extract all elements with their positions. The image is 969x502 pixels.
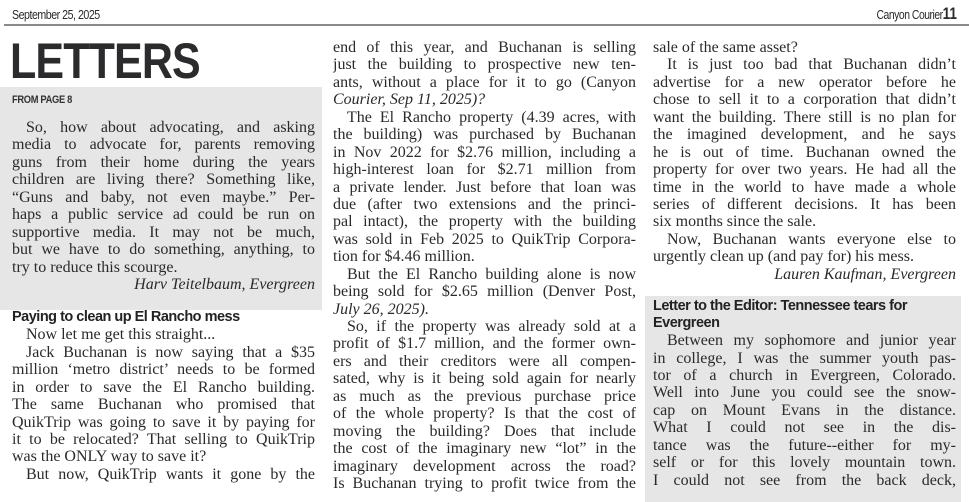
text-line: the cost of the imaginary new “lot” in t…	[333, 440, 636, 458]
text-line: time in the world to have made a whole	[653, 178, 956, 196]
text-line: moving the building? Does that include	[333, 422, 636, 440]
text-line: tance was the future--either for my-	[653, 436, 956, 454]
text-line: property for over two years. He had all …	[653, 161, 956, 179]
header-rule	[4, 24, 969, 26]
text-line: was the ONLY way to save it?	[12, 448, 207, 466]
from-page-label: FROM PAGE 8	[12, 94, 72, 106]
text-line: he is out of time. Buchanan owned the	[653, 143, 956, 161]
issue-date: September 25, 2025	[12, 7, 100, 22]
text-line: just the building to prospective new ten…	[333, 56, 636, 74]
text-line: Between my sophomore and junior year	[667, 332, 956, 350]
text-line: The El Rancho property (4.39 acres, with	[347, 108, 636, 126]
text-line: Now let me get this straight...	[26, 326, 216, 344]
text-line: So, how about advocating, and asking	[26, 119, 315, 136]
text-line: pal intact), the property with the build…	[333, 213, 636, 231]
text-line: media to advocate for, parents removing	[12, 136, 315, 154]
text-line: haps a public service ad could be run on	[12, 206, 315, 224]
column-1: So, how about advocating, and asking medi…	[12, 119, 315, 483]
text-line: chose to sell it to a corporation that d…	[653, 91, 956, 109]
text-line: of the whole property? Is that the cost …	[333, 405, 636, 423]
text-line: in order to save the El Rancho building.	[12, 378, 315, 396]
text-line: QuikTrip was going to save it by paying …	[12, 413, 315, 431]
spacer	[12, 293, 315, 309]
text-line: it to be relocated? That selling to Quik…	[12, 431, 315, 448]
text-line: was sold in Feb 2025 to QuikTrip Corpora…	[333, 230, 636, 248]
spacer	[653, 283, 956, 298]
text-line: the building) was purchased by Buchanan	[333, 126, 636, 144]
text-line: sated, why is it being sold again for ne…	[333, 370, 636, 388]
letter-headline: Evergreen	[653, 315, 720, 332]
text-line: sale of the same asset?	[653, 39, 798, 56]
text-line: But now, QuikTrip wants it gone by the	[26, 465, 315, 483]
letter-signature: Harv Teitelbaum, Evergreen	[134, 275, 315, 293]
text-line: the imagined development, and he says	[653, 126, 956, 144]
text-line: end of this year, and Buchanan is sellin…	[333, 39, 636, 56]
text-line: a private lender. Just before that loan …	[333, 178, 636, 196]
text-line: tor of a church in Evergreen, Colorado.	[653, 367, 956, 384]
letter-headline: Paying to clean up El Rancho mess	[12, 309, 240, 326]
column-3: sale of the same asset? It is just too ba…	[653, 39, 956, 489]
text-line: as much as the previous purchase price	[333, 387, 636, 405]
text-line: Courier, Sep 11, 2025)?	[333, 91, 486, 109]
text-line: So, if the property was already sold at …	[347, 318, 636, 335]
text-line: children are living there? Something lik…	[12, 171, 315, 189]
page-number: 11	[942, 4, 957, 23]
text-line: want the building. There still is no pla…	[653, 108, 956, 126]
text-line: supportive media. It may not be much,	[12, 223, 315, 241]
text-line: but we have to do something, anything, t…	[12, 241, 315, 259]
text-line: due (after two extensions and the princi…	[333, 195, 636, 213]
text-line: urgently clean up (and pay for) his mess…	[653, 248, 914, 266]
text-line: It is just too bad that Buchanan didn’t	[667, 56, 956, 74]
text-line: try to reduce this scourge.	[12, 258, 178, 276]
text-line: advertise for a new operator before he	[653, 73, 956, 91]
letter-signature: Lauren Kaufman, Evergreen	[774, 265, 956, 283]
text-line: high-interest loan for $2.71 million fro…	[333, 161, 636, 179]
text-line: I could not see from the back deck,	[653, 471, 956, 489]
text-line: million ‘metro district’ needs to be for…	[12, 361, 315, 379]
continued-letter-box	[0, 87, 322, 310]
text-line: six months since the sale.	[653, 213, 817, 231]
text-line: guns from their home during the years	[12, 153, 315, 171]
text-line: in Nov 2022 for $2.76 million, including…	[333, 143, 636, 161]
text-line: cap on Mount Evans in the distance.	[653, 401, 956, 419]
text-line: in college, I was the summer youth pas-	[653, 349, 956, 367]
text-line: But the El Rancho building alone is now	[347, 265, 636, 283]
column-2: end of this year, and Buchanan is sellin…	[333, 39, 636, 492]
text-line: imaginary development across the road?	[333, 457, 636, 475]
newspaper-name: Canyon Courier	[876, 7, 944, 22]
text-line: Well into June you could see the snow-	[653, 384, 956, 402]
text-line: Now, Buchanan wants everyone else to	[667, 230, 956, 248]
text-line: The same Buchanan who promised that	[12, 396, 315, 414]
text-line: tion for $4.46 million.	[333, 248, 475, 266]
text-line: profit of $1.7 million, and the former o…	[333, 335, 636, 353]
tennessee-letter-box	[645, 296, 961, 502]
text-line: Jack Buchanan is now saying that a $35	[26, 343, 315, 361]
letter-headline: Letter to the Editor: Tennessee tears fo…	[653, 298, 907, 315]
text-line: What I could not see in the dis-	[653, 419, 956, 437]
text-line: series of different decisions. It has be…	[653, 195, 956, 213]
text-line: “Guns and baby, not even maybe.” Per-	[12, 188, 315, 206]
text-line: ants, without a place for it to go (Cany…	[333, 73, 636, 91]
text-line: being sold for $2.65 million (Denver Pos…	[333, 283, 636, 301]
text-line: ers and their creditors were all compen-	[333, 352, 636, 370]
section-title: LETTERS	[10, 33, 201, 89]
text-line: July 26, 2025).	[333, 300, 429, 318]
text-line: self or for this lovely mountain town.	[653, 454, 956, 472]
text-line: Is Buchanan trying to profit twice from …	[333, 474, 636, 492]
